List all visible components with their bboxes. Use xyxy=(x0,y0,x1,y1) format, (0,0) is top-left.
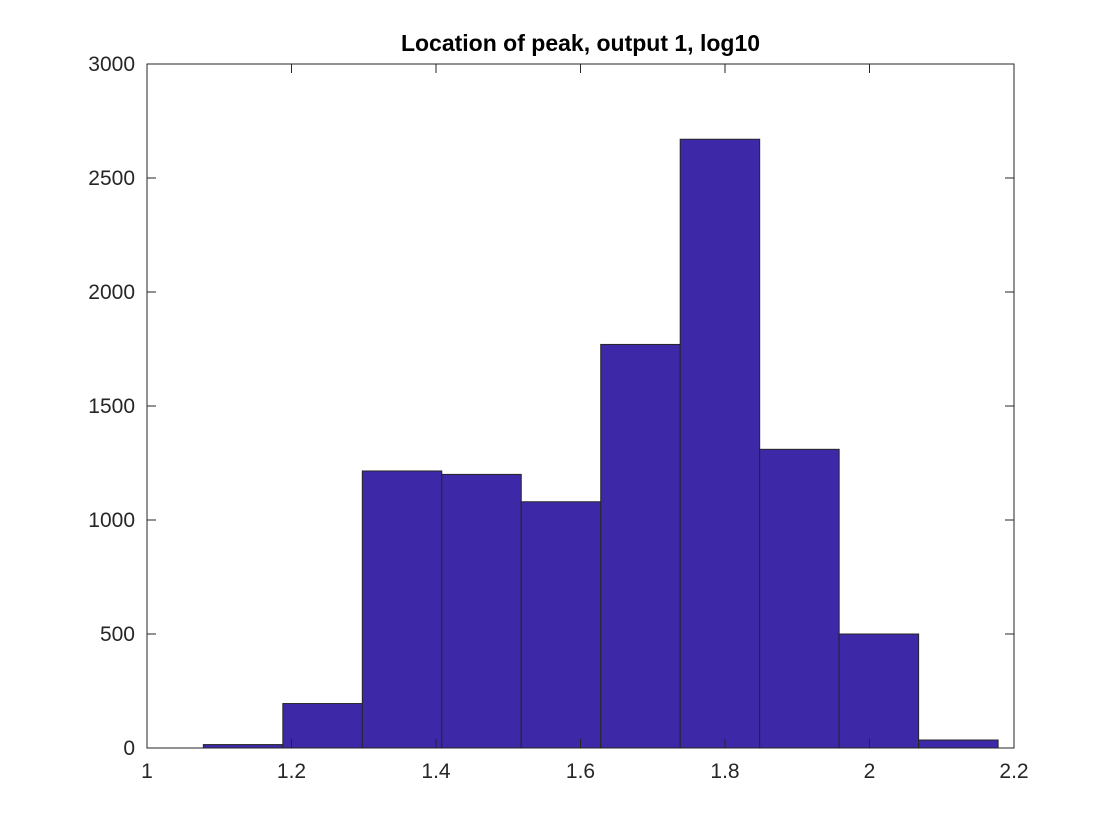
histogram-bar-6 xyxy=(600,343,681,749)
histogram-bar-7 xyxy=(679,138,761,749)
bars-group xyxy=(202,138,999,749)
x-tick-label: 1.6 xyxy=(566,760,595,783)
histogram-bar-3 xyxy=(361,470,443,749)
y-tick-label: 1500 xyxy=(88,395,135,418)
x-tick-label: 1.4 xyxy=(421,760,451,783)
x-tick-label: 1 xyxy=(141,760,153,783)
x-tick-label: 1.2 xyxy=(277,760,306,783)
histogram-bar-9 xyxy=(838,633,920,749)
histogram-bar-5 xyxy=(520,501,602,749)
y-tick-label: 2000 xyxy=(88,281,135,304)
y-tick-label: 1000 xyxy=(88,509,135,532)
histogram-bar-1 xyxy=(202,744,284,749)
y-tick-label: 500 xyxy=(100,623,135,646)
histogram-bar-8 xyxy=(759,448,840,749)
chart-title: Location of peak, output 1, log10 xyxy=(401,30,760,56)
histogram-bar-4 xyxy=(441,473,522,749)
histogram-bar-10 xyxy=(918,739,999,749)
y-tick-label: 3000 xyxy=(88,53,135,76)
plot-frame xyxy=(146,63,1015,749)
tick-labels-group: 1 1.2 1.4 1.6 1.8 2 2.2 0 500 1000 1500 2000 2500 300… xyxy=(88,53,1028,783)
x-tick-label: 2 xyxy=(864,760,876,783)
histogram-bar-2 xyxy=(282,703,363,749)
x-tick-label: 1.8 xyxy=(710,760,739,783)
y-tick-label: 0 xyxy=(123,737,135,760)
y-tick-label: 2500 xyxy=(88,167,135,190)
x-tick-label: 2.2 xyxy=(999,760,1028,783)
